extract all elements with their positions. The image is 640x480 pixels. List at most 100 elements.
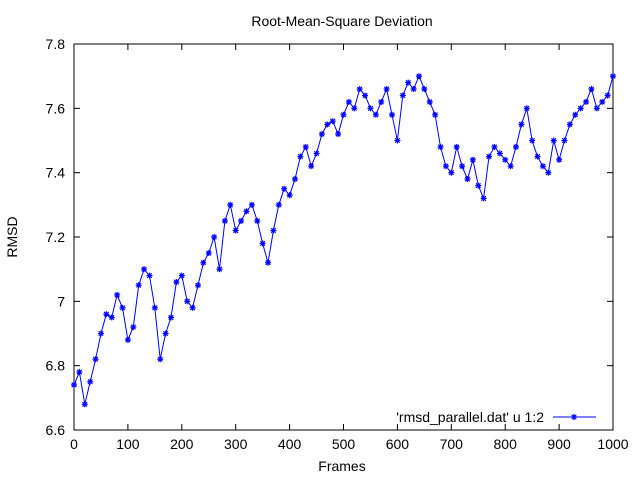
data-point <box>248 201 255 208</box>
data-point <box>588 86 595 93</box>
data-point <box>221 217 228 224</box>
data-point <box>146 272 153 279</box>
data-point <box>238 217 245 224</box>
legend-label: 'rmsd_parallel.dat' u 1:2 <box>396 409 544 425</box>
data-point <box>324 121 331 128</box>
data-point <box>577 105 584 112</box>
data-point <box>351 105 358 112</box>
data-point <box>534 153 541 160</box>
data-point <box>211 234 218 240</box>
y-tick-label: 6.6 <box>46 422 66 438</box>
data-point <box>232 227 239 234</box>
data-point <box>453 143 460 150</box>
x-tick-label: 500 <box>332 436 356 452</box>
data-point <box>475 182 482 189</box>
data-point <box>205 250 212 257</box>
data-point <box>286 192 293 199</box>
data-point <box>383 86 390 93</box>
data-point <box>335 131 342 138</box>
x-tick-label: 0 <box>70 436 78 452</box>
data-point <box>426 98 433 105</box>
data-point <box>318 131 325 138</box>
data-point <box>184 298 191 305</box>
data-point <box>469 156 476 163</box>
data-point <box>189 304 196 311</box>
y-tick-label: 7.8 <box>46 36 66 52</box>
data-point <box>265 259 272 266</box>
data-point <box>297 153 304 160</box>
data-point <box>437 143 444 150</box>
data-point <box>103 311 110 318</box>
data-point <box>610 73 616 80</box>
x-tick-label: 200 <box>170 436 194 452</box>
data-point <box>561 137 568 144</box>
data-point <box>486 153 493 160</box>
y-tick-label: 7.4 <box>46 165 66 181</box>
data-point <box>539 163 546 170</box>
data-point <box>442 163 449 170</box>
data-point <box>124 336 131 343</box>
legend-marker <box>571 414 577 420</box>
data-point <box>556 156 563 163</box>
plot-frame <box>73 43 614 431</box>
data-point <box>130 324 137 331</box>
data-point <box>421 86 428 93</box>
x-tick-label: 700 <box>440 436 464 452</box>
x-tick-label: 900 <box>547 436 571 452</box>
data-point <box>491 143 498 150</box>
data-point <box>119 304 126 311</box>
data-point <box>410 86 417 93</box>
y-axis-label: RMSD <box>4 216 20 257</box>
y-tick-label: 7 <box>57 293 65 309</box>
data-point <box>399 92 406 99</box>
data-point <box>405 79 412 86</box>
data-point <box>464 176 471 183</box>
data-point <box>302 143 309 150</box>
data-point <box>141 266 148 273</box>
data-point <box>340 111 347 118</box>
data-point <box>194 282 201 289</box>
chart-title: Root-Mean-Square Deviation <box>251 13 432 29</box>
data-point <box>135 282 142 289</box>
data-point <box>275 201 282 208</box>
data-point <box>92 356 99 363</box>
x-tick-label: 300 <box>224 436 248 452</box>
data-point <box>356 86 363 93</box>
data-point <box>76 369 83 376</box>
legend: 'rmsd_parallel.dat' u 1:2 <box>396 409 596 425</box>
data-point <box>157 356 164 363</box>
data-point <box>362 92 369 99</box>
data-point <box>545 169 552 176</box>
x-axis-label: Frames <box>318 458 365 474</box>
data-point <box>604 92 611 99</box>
data-point <box>173 279 180 286</box>
data-point <box>518 121 525 128</box>
data-point <box>243 208 250 215</box>
data-point <box>583 98 590 105</box>
data-point <box>151 304 158 311</box>
data-point <box>507 163 514 170</box>
series-layer <box>71 73 616 408</box>
x-tick-label: 100 <box>116 436 140 452</box>
data-point <box>216 266 223 273</box>
data-point <box>448 169 455 176</box>
data-point <box>599 98 606 105</box>
data-point <box>496 150 503 157</box>
data-point <box>459 163 466 170</box>
data-point <box>281 185 288 192</box>
data-point <box>254 217 261 224</box>
data-point <box>593 105 600 112</box>
data-point <box>291 176 298 183</box>
data-point <box>512 143 519 150</box>
data-point <box>523 105 530 112</box>
data-point <box>550 137 557 144</box>
data-point <box>313 150 320 157</box>
data-point <box>71 381 77 388</box>
data-point <box>415 73 422 80</box>
data-point <box>389 111 396 118</box>
data-point <box>394 137 401 144</box>
data-point <box>378 98 385 105</box>
data-point <box>372 111 379 118</box>
data-point <box>178 272 185 279</box>
